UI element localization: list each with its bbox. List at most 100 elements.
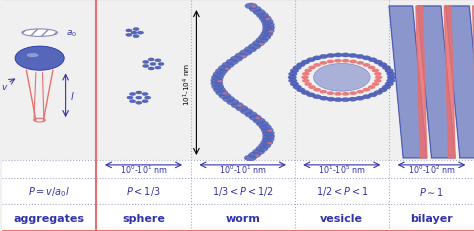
Circle shape xyxy=(297,88,305,93)
Circle shape xyxy=(301,91,310,95)
Circle shape xyxy=(230,56,243,62)
Circle shape xyxy=(213,72,225,78)
Text: $1/2 < P < 1$: $1/2 < P < 1$ xyxy=(316,185,368,198)
Circle shape xyxy=(227,100,239,106)
Circle shape xyxy=(263,26,275,32)
Circle shape xyxy=(155,67,161,70)
Circle shape xyxy=(374,73,382,76)
Circle shape xyxy=(374,61,383,65)
Circle shape xyxy=(126,30,132,33)
Circle shape xyxy=(127,97,133,100)
Circle shape xyxy=(372,69,379,73)
Circle shape xyxy=(327,98,335,102)
Circle shape xyxy=(293,85,301,90)
Polygon shape xyxy=(389,7,427,158)
Circle shape xyxy=(256,38,268,44)
Circle shape xyxy=(222,97,235,103)
Circle shape xyxy=(235,53,247,59)
Circle shape xyxy=(302,73,310,76)
Polygon shape xyxy=(444,7,455,158)
Text: $10^1$-$10^4$ nm: $10^1$-$10^4$ nm xyxy=(182,63,192,106)
Circle shape xyxy=(349,92,357,96)
Circle shape xyxy=(341,54,350,58)
Circle shape xyxy=(262,131,274,137)
Circle shape xyxy=(253,10,265,16)
Circle shape xyxy=(363,88,370,92)
Circle shape xyxy=(313,95,321,99)
Circle shape xyxy=(136,102,142,105)
Circle shape xyxy=(15,47,64,71)
Circle shape xyxy=(148,68,154,71)
Circle shape xyxy=(262,22,274,28)
Circle shape xyxy=(244,155,256,161)
Circle shape xyxy=(307,93,315,97)
Circle shape xyxy=(259,143,271,149)
Circle shape xyxy=(137,32,144,35)
Text: $a_0$: $a_0$ xyxy=(65,28,77,39)
Text: $10^0$-$10^1$ nm: $10^0$-$10^1$ nm xyxy=(119,163,167,175)
Circle shape xyxy=(301,61,310,65)
Circle shape xyxy=(308,66,316,70)
Circle shape xyxy=(245,112,257,118)
Circle shape xyxy=(211,75,224,81)
Text: $10^0$-$10^2$ nm: $10^0$-$10^2$ nm xyxy=(408,163,456,175)
Circle shape xyxy=(216,90,228,96)
Circle shape xyxy=(334,60,342,63)
Circle shape xyxy=(249,115,262,121)
Circle shape xyxy=(382,66,391,70)
Circle shape xyxy=(269,31,273,33)
Circle shape xyxy=(133,36,139,39)
Circle shape xyxy=(319,91,327,94)
Circle shape xyxy=(385,82,393,87)
Circle shape xyxy=(319,62,327,65)
Circle shape xyxy=(327,60,334,64)
Circle shape xyxy=(252,6,256,9)
Circle shape xyxy=(211,84,224,90)
Circle shape xyxy=(263,134,275,140)
Circle shape xyxy=(261,128,273,134)
Circle shape xyxy=(349,60,357,64)
Circle shape xyxy=(368,86,375,90)
Circle shape xyxy=(253,118,265,124)
Circle shape xyxy=(240,109,253,115)
Circle shape xyxy=(222,63,234,69)
Circle shape xyxy=(348,98,357,102)
Circle shape xyxy=(136,97,142,100)
Circle shape xyxy=(368,58,377,63)
Circle shape xyxy=(356,55,364,59)
Circle shape xyxy=(319,55,328,59)
Circle shape xyxy=(262,137,274,143)
Circle shape xyxy=(293,66,301,70)
Circle shape xyxy=(256,121,269,127)
Circle shape xyxy=(261,140,273,146)
Circle shape xyxy=(245,4,257,10)
Circle shape xyxy=(256,146,268,152)
Ellipse shape xyxy=(27,54,38,58)
Circle shape xyxy=(231,103,243,109)
Circle shape xyxy=(145,97,151,100)
Circle shape xyxy=(255,155,260,157)
Circle shape xyxy=(341,98,350,102)
Circle shape xyxy=(129,93,136,96)
Circle shape xyxy=(301,76,309,80)
Circle shape xyxy=(259,16,271,22)
Circle shape xyxy=(211,81,223,87)
Circle shape xyxy=(327,92,334,96)
Circle shape xyxy=(236,106,248,112)
Circle shape xyxy=(133,28,139,31)
Text: sphere: sphere xyxy=(122,213,165,223)
Circle shape xyxy=(262,29,274,35)
Circle shape xyxy=(259,43,264,46)
Text: vesicle: vesicle xyxy=(320,213,363,223)
Circle shape xyxy=(226,60,238,66)
Circle shape xyxy=(150,63,156,66)
Circle shape xyxy=(240,50,252,56)
Circle shape xyxy=(313,57,321,61)
Circle shape xyxy=(253,41,264,47)
Circle shape xyxy=(238,105,242,108)
Circle shape xyxy=(267,142,272,145)
Circle shape xyxy=(289,73,297,77)
Circle shape xyxy=(342,93,349,96)
Text: $P < 1/3$: $P < 1/3$ xyxy=(126,185,161,198)
Circle shape xyxy=(327,54,335,58)
